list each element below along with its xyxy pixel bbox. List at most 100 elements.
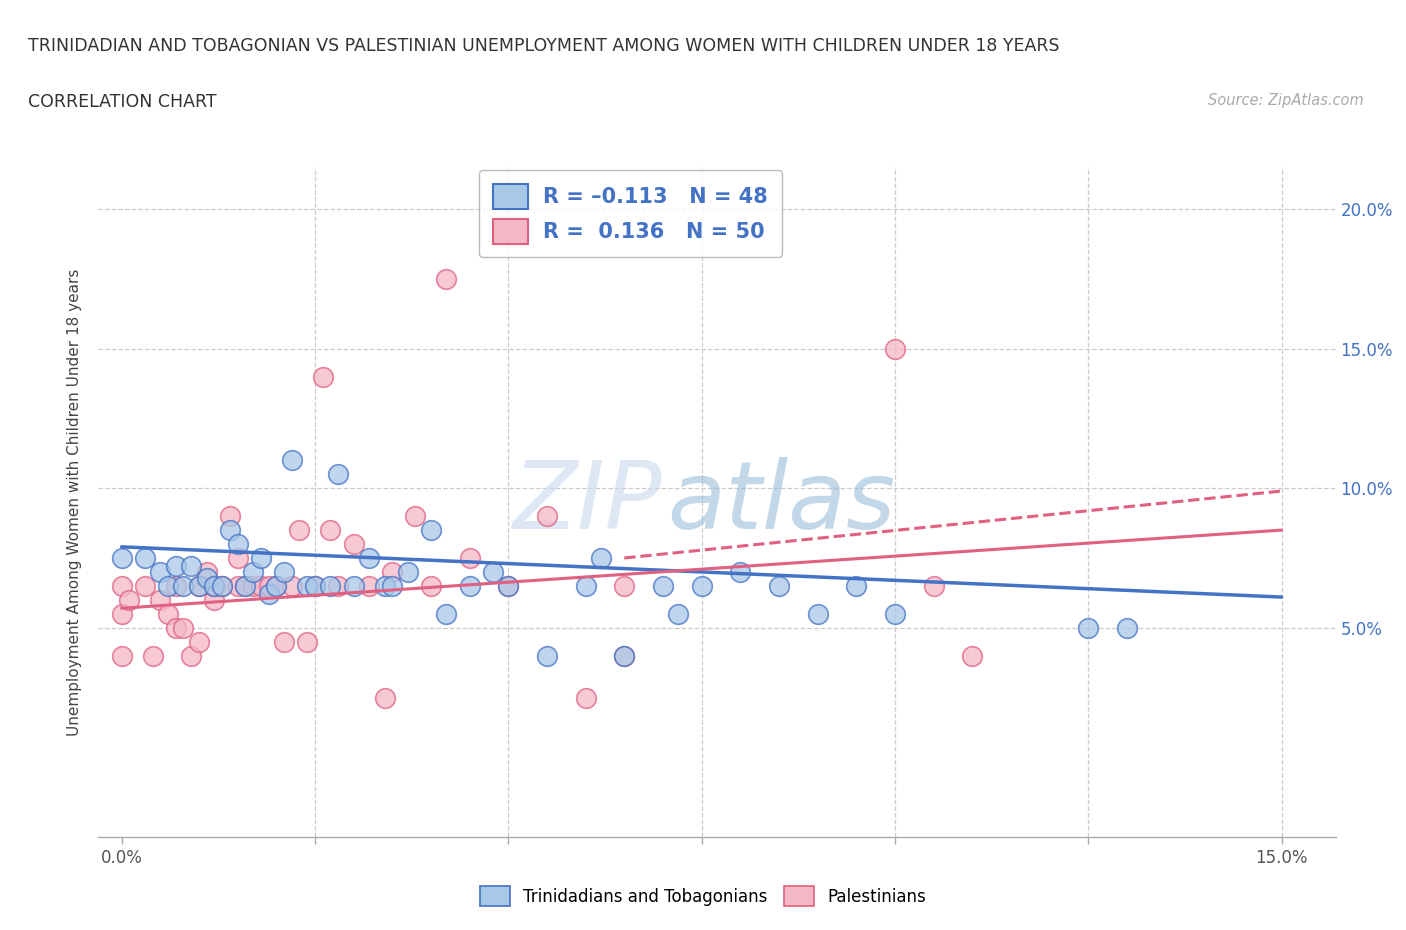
Text: atlas: atlas bbox=[668, 457, 896, 548]
Point bbox=[481, 565, 505, 579]
Point bbox=[264, 578, 288, 593]
Point bbox=[1116, 620, 1139, 635]
Point bbox=[436, 606, 458, 621]
Point bbox=[188, 578, 211, 593]
Text: TRINIDADIAN AND TOBAGONIAN VS PALESTINIAN UNEMPLOYMENT AMONG WOMEN WITH CHILDREN: TRINIDADIAN AND TOBAGONIAN VS PALESTINIA… bbox=[28, 37, 1060, 55]
Y-axis label: Unemployment Among Women with Children Under 18 years: Unemployment Among Women with Children U… bbox=[67, 269, 83, 736]
Point bbox=[730, 565, 752, 579]
Point bbox=[1077, 620, 1099, 635]
Point bbox=[436, 272, 458, 286]
Point bbox=[165, 620, 187, 635]
Point bbox=[142, 648, 165, 663]
Point bbox=[111, 578, 134, 593]
Point bbox=[962, 648, 984, 663]
Point bbox=[536, 648, 558, 663]
Point bbox=[613, 648, 636, 663]
Point bbox=[219, 523, 242, 538]
Point bbox=[326, 578, 350, 593]
Point bbox=[574, 690, 596, 705]
Point bbox=[405, 509, 427, 524]
Point bbox=[458, 578, 481, 593]
Point bbox=[226, 551, 249, 565]
Point bbox=[884, 606, 907, 621]
Point bbox=[768, 578, 790, 593]
Point bbox=[359, 578, 381, 593]
Point bbox=[165, 578, 187, 593]
Text: ZIP: ZIP bbox=[512, 457, 661, 548]
Point bbox=[297, 634, 319, 649]
Point bbox=[157, 578, 180, 593]
Text: Source: ZipAtlas.com: Source: ZipAtlas.com bbox=[1208, 93, 1364, 108]
Point bbox=[257, 578, 280, 593]
Point bbox=[188, 578, 211, 593]
Point bbox=[165, 559, 187, 574]
Point bbox=[211, 578, 233, 593]
Point bbox=[374, 690, 396, 705]
Point bbox=[219, 509, 242, 524]
Point bbox=[250, 551, 273, 565]
Point bbox=[613, 578, 636, 593]
Point bbox=[288, 523, 311, 538]
Point bbox=[591, 551, 613, 565]
Point bbox=[574, 578, 596, 593]
Point bbox=[226, 578, 249, 593]
Point bbox=[319, 523, 342, 538]
Text: CORRELATION CHART: CORRELATION CHART bbox=[28, 93, 217, 111]
Point bbox=[652, 578, 675, 593]
Point bbox=[264, 578, 288, 593]
Point bbox=[273, 565, 295, 579]
Point bbox=[195, 565, 218, 579]
Point bbox=[396, 565, 419, 579]
Point bbox=[312, 369, 335, 384]
Point bbox=[134, 578, 156, 593]
Point bbox=[242, 578, 264, 593]
Point bbox=[281, 578, 304, 593]
Point bbox=[420, 523, 443, 538]
Point bbox=[304, 578, 326, 593]
Point bbox=[498, 578, 520, 593]
Point bbox=[235, 578, 257, 593]
Point bbox=[211, 578, 233, 593]
Point bbox=[536, 509, 558, 524]
Point bbox=[281, 453, 304, 468]
Point bbox=[242, 565, 264, 579]
Legend: R = –0.113   N = 48, R =  0.136   N = 50: R = –0.113 N = 48, R = 0.136 N = 50 bbox=[479, 170, 782, 258]
Point bbox=[319, 578, 342, 593]
Point bbox=[204, 578, 226, 593]
Point bbox=[204, 592, 226, 607]
Point bbox=[111, 551, 134, 565]
Point bbox=[343, 537, 366, 551]
Point bbox=[304, 578, 326, 593]
Point bbox=[134, 551, 156, 565]
Point bbox=[458, 551, 481, 565]
Point bbox=[149, 565, 172, 579]
Point bbox=[690, 578, 713, 593]
Point bbox=[257, 587, 280, 602]
Point bbox=[922, 578, 945, 593]
Point bbox=[180, 648, 202, 663]
Point bbox=[204, 578, 226, 593]
Point bbox=[498, 578, 520, 593]
Point bbox=[297, 578, 319, 593]
Point bbox=[613, 648, 636, 663]
Point bbox=[326, 467, 350, 482]
Point bbox=[180, 559, 202, 574]
Point bbox=[359, 551, 381, 565]
Point bbox=[807, 606, 830, 621]
Point bbox=[273, 634, 295, 649]
Point bbox=[118, 592, 141, 607]
Point bbox=[111, 606, 134, 621]
Point bbox=[188, 634, 211, 649]
Point bbox=[111, 648, 134, 663]
Point bbox=[381, 578, 404, 593]
Point bbox=[845, 578, 868, 593]
Point bbox=[343, 578, 366, 593]
Point bbox=[195, 570, 218, 585]
Point bbox=[250, 578, 273, 593]
Point bbox=[666, 606, 689, 621]
Legend: Trinidadians and Tobagonians, Palestinians: Trinidadians and Tobagonians, Palestinia… bbox=[472, 880, 934, 912]
Point bbox=[235, 578, 257, 593]
Point bbox=[420, 578, 443, 593]
Point bbox=[374, 578, 396, 593]
Point bbox=[173, 620, 195, 635]
